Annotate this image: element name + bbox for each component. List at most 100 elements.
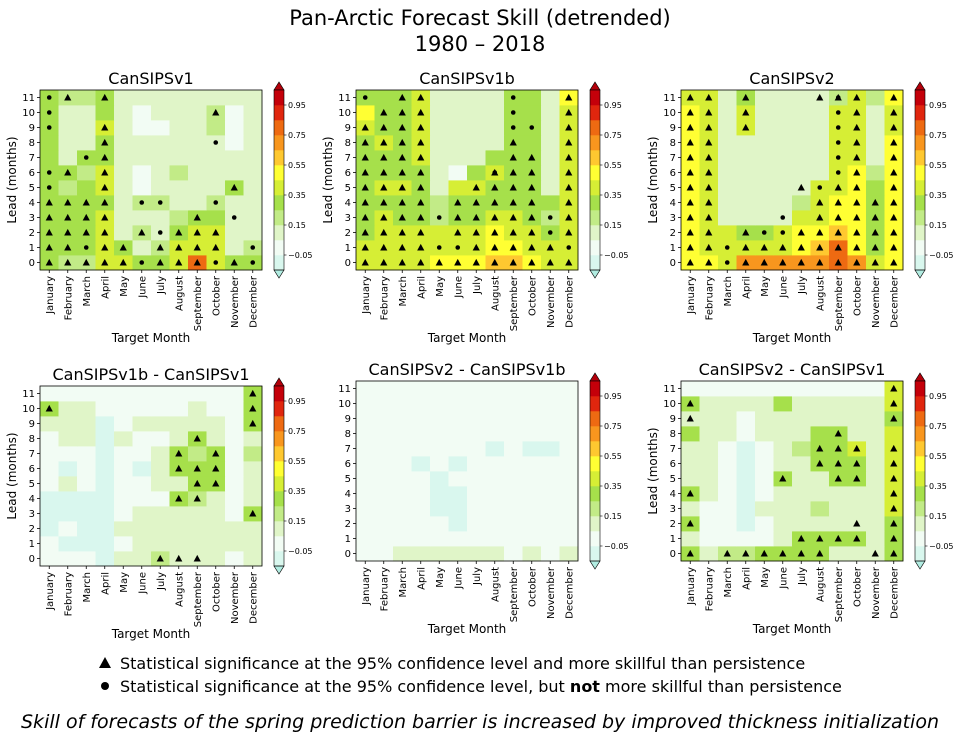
significance-triangle: [890, 399, 898, 407]
heatmap-cell: [541, 516, 560, 532]
heatmap-cell: [829, 381, 848, 397]
significance-triangle: [45, 258, 53, 266]
significance-dot: [835, 155, 841, 160]
heatmap-cell: [206, 401, 226, 417]
significance-triangle: [417, 258, 425, 266]
heatmap-cell: [225, 135, 244, 151]
significance-triangle: [834, 213, 842, 221]
significance-triangle: [380, 243, 388, 251]
colorbar: 0.95 0.75 0.55 0.35 0.15 −0.05: [589, 372, 629, 570]
x-tick-label: October: [527, 566, 538, 607]
heatmap-cell: [829, 516, 848, 532]
significance-triangle: [472, 243, 480, 251]
y-tick-label: 2: [345, 228, 351, 239]
heatmap-cell: [40, 461, 59, 477]
heatmap-cell: [773, 90, 793, 106]
significance-triangle: [890, 504, 898, 512]
heatmap-cell: [504, 456, 523, 472]
heatmap-cell: [411, 471, 431, 487]
heatmap-cell: [225, 225, 244, 241]
heatmap-cell: [151, 491, 170, 507]
heatmap-cell: [356, 471, 375, 487]
heatmap-cell: [225, 461, 244, 477]
heatmap-cell: [188, 521, 207, 537]
heatmap-cell: [243, 135, 263, 151]
x-tick-label: July: [797, 567, 808, 586]
x-tick-label: February: [704, 276, 715, 320]
heatmap-cell: [485, 381, 505, 397]
heatmap-cell: [829, 411, 848, 427]
significance-dot: [780, 230, 786, 235]
x-tick-label: May: [760, 567, 771, 588]
heatmap-cell: [430, 516, 449, 532]
heatmap-cell: [411, 426, 431, 442]
significance-triangle: [890, 93, 898, 101]
significance-triangle: [890, 459, 898, 467]
significance-triangle: [175, 243, 183, 251]
significance-triangle: [509, 183, 517, 191]
significance-triangle: [472, 213, 480, 221]
panel-0: CanSIPSv1 0 1 2 3 4 5 6 7 8 9 10 11 January February Ma…: [5, 69, 313, 345]
heatmap-cell: [792, 516, 811, 532]
heatmap-cell: [541, 150, 560, 166]
heatmap-cell: [77, 416, 96, 432]
heatmap-cell: [169, 90, 189, 106]
heatmap-cell: [132, 150, 152, 166]
heatmap-cell: [40, 521, 59, 537]
heatmap-cell: [847, 426, 867, 442]
heatmap-cell: [393, 456, 412, 472]
y-tick-label: 9: [345, 123, 351, 134]
significance-triangle: [705, 213, 713, 221]
significance-triangle: [138, 228, 146, 236]
heatmap-cell: [773, 456, 793, 472]
x-tick-label: January: [686, 567, 697, 606]
heatmap-cell: [559, 381, 579, 397]
significance-triangle: [175, 228, 183, 236]
heatmap-cell: [736, 165, 756, 181]
heatmap-cell: [356, 381, 375, 397]
significance-triangle: [119, 243, 127, 251]
heatmap-cell: [225, 506, 244, 522]
heatmap-cell: [448, 501, 468, 517]
heatmap-cell: [681, 456, 700, 472]
y-tick-label: 1: [670, 534, 676, 545]
heatmap-cell: [467, 456, 486, 472]
y-tick-label: 1: [345, 243, 351, 254]
heatmap-cell: [356, 396, 375, 412]
heatmap-cell: [132, 135, 152, 151]
significance-triangle: [417, 138, 425, 146]
heatmap-cell: [151, 386, 170, 402]
significance-triangle: [64, 243, 72, 251]
heatmap-cell: [95, 105, 115, 121]
heatmap-cell: [792, 195, 811, 211]
heatmap-cell: [132, 165, 152, 181]
heatmap-cell: [485, 120, 505, 136]
significance-triangle: [491, 183, 499, 191]
significance-triangle: [472, 258, 480, 266]
significance-triangle: [890, 414, 898, 422]
x-tick-label: February: [704, 567, 715, 611]
y-tick-label: 0: [670, 549, 676, 560]
significance-triangle: [890, 489, 898, 497]
heatmap-cell: [773, 150, 793, 166]
heatmap-cell: [40, 416, 59, 432]
heatmap-cell: [448, 381, 468, 397]
heatmap-cell: [188, 536, 207, 552]
significance-triangle: [742, 93, 750, 101]
significance-triangle: [686, 138, 694, 146]
heatmap-cell: [114, 210, 133, 226]
heatmap-cell: [448, 471, 468, 487]
significance-triangle: [45, 228, 53, 236]
significance-triangle: [398, 153, 406, 161]
heatmap-cell: [114, 225, 133, 241]
heatmap-cell: [467, 135, 486, 151]
significance-triangle: [686, 153, 694, 161]
significance-triangle: [686, 198, 694, 206]
y-tick-label: 8: [29, 138, 35, 149]
colorbar-tick-label: −0.05: [604, 542, 629, 551]
heatmap-cell: [448, 546, 468, 562]
heatmap-cell: [718, 90, 737, 106]
heatmap-cell: [132, 386, 152, 402]
heatmap-cell: [522, 501, 542, 517]
heatmap-cell: [522, 135, 542, 151]
